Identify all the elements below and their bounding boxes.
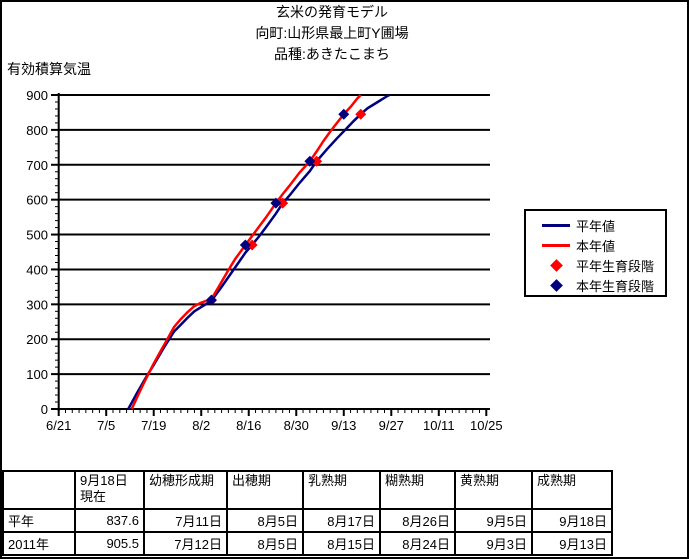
y-axis-label: 有効積算気温 xyxy=(7,61,91,77)
legend-item-normal-line: 平年値 xyxy=(536,215,665,235)
table-cell: 905.5 xyxy=(74,531,145,556)
table-row: 平年 837.6 7月11日 8月5日 8月17日 8月26日 9月5日 9月18日 xyxy=(2,508,613,533)
normal-line-swatch xyxy=(536,223,576,227)
svg-text:8/2: 8/2 xyxy=(192,418,210,433)
svg-text:8/30: 8/30 xyxy=(284,418,309,433)
svg-text:7/19: 7/19 xyxy=(141,418,166,433)
chart-title: 玄米の発育モデル xyxy=(276,4,388,20)
svg-text:6/21: 6/21 xyxy=(46,418,71,433)
growth-chart: 0 100 200 300 400 500 600 700 800 900 6/21 7/5 7/19 8… xyxy=(26,88,503,433)
table-cell: 8月5日 xyxy=(226,531,304,556)
table-header-cell: 糊熟期 xyxy=(379,470,456,510)
legend-item-this-year-line: 本年値 xyxy=(536,235,665,255)
gridlines xyxy=(58,94,490,376)
table-cell: 7月12日 xyxy=(143,531,228,556)
table-header-cell xyxy=(2,470,76,510)
axes xyxy=(57,93,490,411)
table-row-label: 平年 xyxy=(2,508,76,533)
table-cell: 8月26日 xyxy=(379,508,456,533)
chart-legend: 平年値 本年値 平年生育段階 本年生育段階 xyxy=(524,209,667,297)
table-header-cell: 乳熟期 xyxy=(302,470,381,510)
legend-item-this-year-stage-marker: 本年生育段階 xyxy=(536,275,665,295)
table-cell: 8月5日 xyxy=(226,508,304,533)
table-header-cell: 出穂期 xyxy=(226,470,304,510)
normal-stage-diamond-icon xyxy=(536,258,576,272)
svg-text:8/16: 8/16 xyxy=(236,418,261,433)
chart-subtitle-location: 向町:山形県最上町Y圃場 xyxy=(255,25,409,41)
x-axis-tick-labels: 6/21 7/5 7/19 8/2 8/16 8/30 9/13 9/27 10/11 10/25 xyxy=(46,418,503,433)
axis-ticks xyxy=(51,94,488,416)
table-header-cell: 9月18日現在 xyxy=(74,470,145,510)
chart-title-block: 玄米の発育モデル 向町:山形県最上町Y圃場 品種:あきたこまち xyxy=(2,2,662,65)
svg-text:600: 600 xyxy=(26,193,48,208)
table-cell: 9月5日 xyxy=(454,508,533,533)
table-cell: 9月18日 xyxy=(531,508,613,533)
table-cell: 9月3日 xyxy=(454,531,533,556)
y-axis-tick-labels: 0 100 200 300 400 500 600 700 800 900 xyxy=(26,88,48,417)
svg-text:10/25: 10/25 xyxy=(470,418,503,433)
series-this-year-line xyxy=(130,94,362,410)
table-row: 2011年 905.5 7月12日 8月5日 8月15日 8月24日 9月3日 9月13日 xyxy=(2,531,613,556)
svg-text:200: 200 xyxy=(26,332,48,347)
legend-label: 本年生育段階 xyxy=(576,278,655,294)
svg-text:10/11: 10/11 xyxy=(423,418,455,433)
svg-text:900: 900 xyxy=(26,88,48,103)
chart-subtitle-variety: 品種:あきたこまち xyxy=(274,46,390,62)
table-header-cell: 黄熟期 xyxy=(454,470,533,510)
svg-text:100: 100 xyxy=(26,367,48,382)
table-cell: 8月24日 xyxy=(379,531,456,556)
table-cell: 9月13日 xyxy=(531,531,613,556)
table-cell: 8月17日 xyxy=(302,508,381,533)
series-normal-year-line xyxy=(127,93,391,410)
legend-label: 平年生育段階 xyxy=(576,258,655,274)
table-header-cell: 幼穂形成期 xyxy=(143,470,228,510)
this-year-stage-diamond-icon xyxy=(536,278,576,292)
table-cell: 7月11日 xyxy=(143,508,228,533)
legend-label: 本年値 xyxy=(576,238,616,254)
this-year-line-swatch xyxy=(536,243,576,247)
markers-this-year-stages xyxy=(205,108,350,306)
table-header-row: 9月18日現在 幼穂形成期 出穂期 乳熟期 糊熟期 黄熟期 成熟期 xyxy=(2,470,613,510)
svg-text:9/27: 9/27 xyxy=(379,418,404,433)
svg-text:500: 500 xyxy=(26,228,48,243)
svg-text:700: 700 xyxy=(26,158,48,173)
legend-label: 平年値 xyxy=(576,218,616,234)
svg-text:800: 800 xyxy=(26,123,48,138)
svg-text:300: 300 xyxy=(26,297,48,312)
svg-text:0: 0 xyxy=(41,402,48,417)
table-header-cell: 成熟期 xyxy=(531,470,613,510)
svg-text:9/13: 9/13 xyxy=(331,418,356,433)
growth-stage-table: 9月18日現在 幼穂形成期 出穂期 乳熟期 糊熟期 黄熟期 成熟期 平年 837.6 7月11日 8… xyxy=(2,470,613,556)
table-cell: 8月15日 xyxy=(302,531,381,556)
svg-text:400: 400 xyxy=(26,262,48,277)
svg-text:7/5: 7/5 xyxy=(97,418,115,433)
legend-item-normal-stage-marker: 平年生育段階 xyxy=(536,255,665,275)
table-cell: 837.6 xyxy=(74,508,145,533)
table-row-label: 2011年 xyxy=(2,531,76,556)
